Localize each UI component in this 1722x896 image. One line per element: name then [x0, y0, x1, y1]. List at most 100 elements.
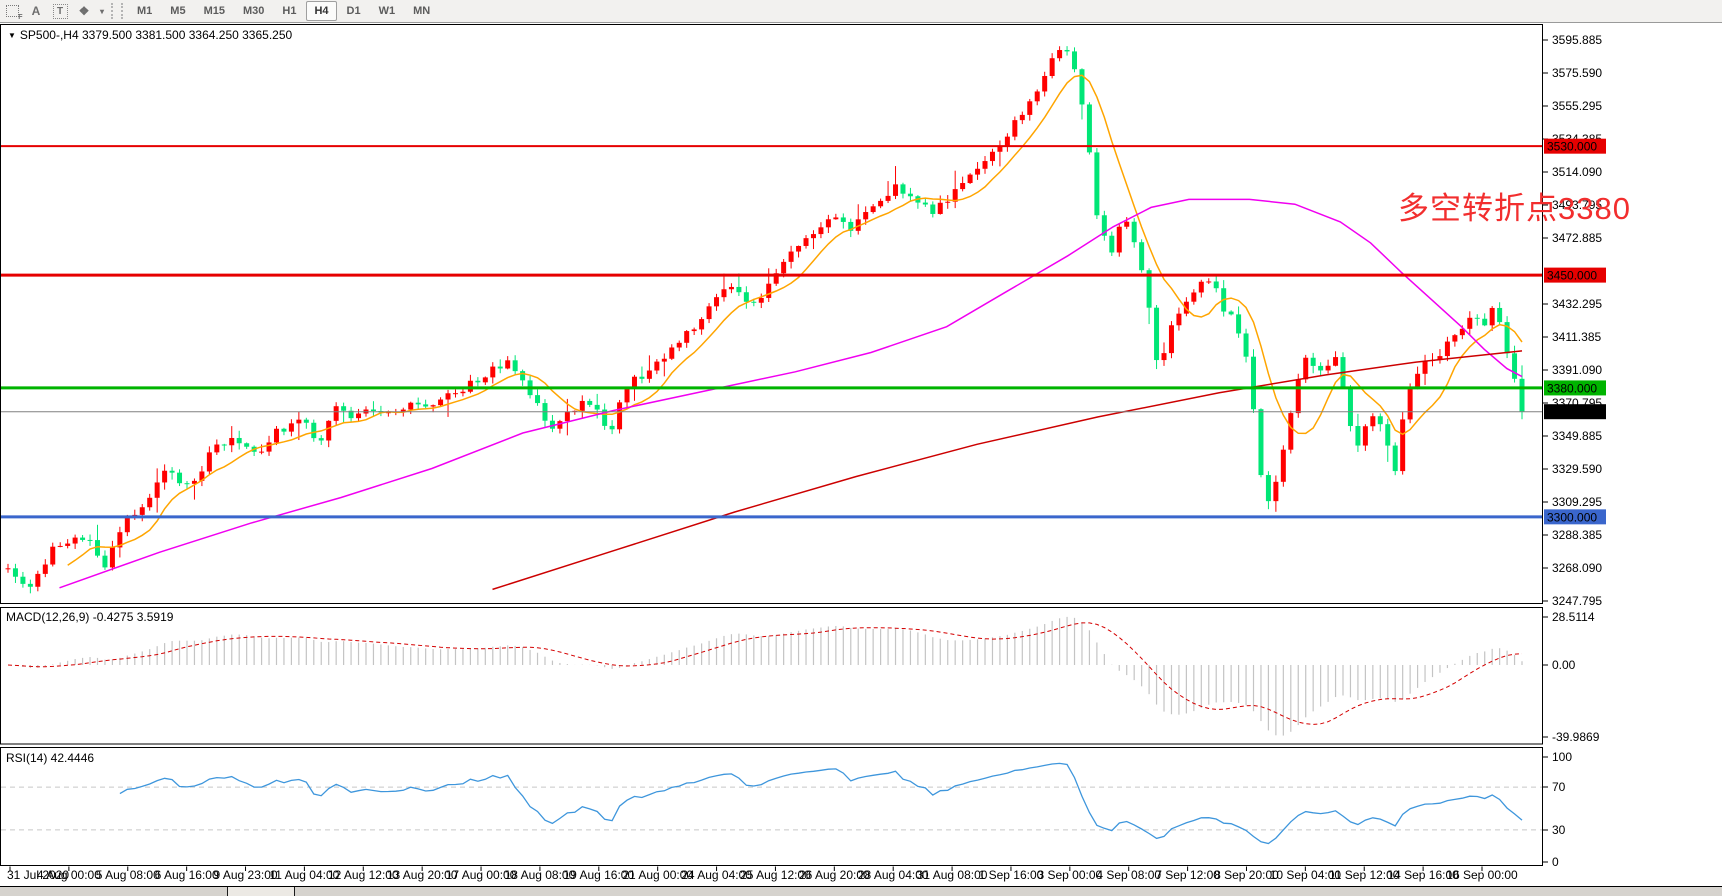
svg-text:18 Aug 08:00: 18 Aug 08:00: [505, 868, 576, 882]
main-panel-frame: [0, 24, 1543, 604]
svg-text:100: 100: [1552, 750, 1572, 764]
svg-text:30: 30: [1552, 823, 1566, 837]
timeframe-toolbar: M1 M5 M15 M30 H1 H4 D1 W1 MN: [128, 1, 439, 21]
price-badge-3450.000: 3450.000: [1544, 267, 1606, 283]
macd-indicator-label: MACD(12,26,9) -0.4275 3.5919: [6, 610, 174, 624]
svg-text:25 Aug 12:00: 25 Aug 12:00: [740, 868, 811, 882]
symbol-ohlc-header[interactable]: ▼ SP500-,H4 3379.500 3381.500 3364.250 33…: [8, 28, 292, 42]
svg-text:11 Aug 04:00: 11 Aug 04:00: [269, 868, 339, 882]
svg-text:3288.385: 3288.385: [1552, 528, 1602, 542]
svg-text:3595.885: 3595.885: [1552, 33, 1602, 47]
svg-text:9 Aug 23:00: 9 Aug 23:00: [213, 868, 277, 882]
price-axis: 3595.8853575.5903555.2953534.3853514.090…: [1542, 33, 1602, 869]
price-badge-3380.000: 3380.000: [1544, 380, 1606, 396]
svg-text:10 Sep 04:00: 10 Sep 04:00: [1270, 868, 1342, 882]
tool-icon-group: F A T ❖ ▾: [0, 2, 108, 21]
svg-text:3432.295: 3432.295: [1552, 297, 1602, 311]
chart-tabs-strip[interactable]: [0, 886, 1722, 896]
svg-text:3349.885: 3349.885: [1552, 429, 1602, 443]
macd-histogram: [14, 616, 1523, 736]
text-box-tool-icon[interactable]: T: [49, 2, 71, 21]
svg-text:8 Sep 20:00: 8 Sep 20:00: [1214, 868, 1279, 882]
svg-text:-39.9869: -39.9869: [1552, 730, 1600, 744]
svg-text:4 Aug 00:00: 4 Aug 00:00: [37, 868, 101, 882]
svg-text:3300.000: 3300.000: [1547, 510, 1597, 524]
svg-text:3247.795: 3247.795: [1552, 594, 1602, 608]
dotted-frame-icon[interactable]: F: [1, 2, 23, 21]
arrow-objects-icon[interactable]: ❖: [78, 4, 90, 18]
timeframe-button-m5[interactable]: M5: [170, 5, 186, 17]
svg-text:13 Aug 20:00: 13 Aug 20:00: [387, 868, 458, 882]
ohlc-values: 3379.500 3381.500 3364.250 3365.250: [81, 28, 293, 42]
svg-text:3391.090: 3391.090: [1552, 363, 1602, 377]
svg-text:16 Sep 00:00: 16 Sep 00:00: [1446, 868, 1518, 882]
ma-fast-line: [67, 74, 1523, 566]
svg-text:3365.250: 3365.250: [1547, 405, 1597, 419]
svg-text:3 Sep 00:00: 3 Sep 00:00: [1037, 868, 1102, 882]
ma-mid-line: [59, 198, 1523, 589]
timeframe-button-h4[interactable]: H4: [306, 1, 337, 21]
svg-text:3575.590: 3575.590: [1552, 66, 1602, 80]
rsi-panel-frame: [0, 747, 1543, 866]
svg-text:28.5114: 28.5114: [1552, 610, 1595, 624]
rsi-line: [119, 762, 1523, 845]
label-tool-icon[interactable]: A: [31, 4, 41, 18]
svg-text:7 Sep 12:00: 7 Sep 12:00: [1155, 868, 1220, 882]
svg-text:0: 0: [1552, 855, 1559, 869]
svg-text:26 Aug 20:00: 26 Aug 20:00: [799, 868, 870, 882]
svg-text:28 Aug 04:00: 28 Aug 04:00: [858, 868, 929, 882]
svg-text:3450.000: 3450.000: [1547, 269, 1597, 283]
svg-text:21 Aug 00:00: 21 Aug 00:00: [622, 868, 693, 882]
svg-text:11 Sep 12:00: 11 Sep 12:00: [1329, 868, 1400, 882]
timeframe-button-d1[interactable]: D1: [346, 5, 361, 17]
svg-text:3329.590: 3329.590: [1552, 462, 1602, 476]
tab-divider: [294, 887, 295, 896]
timeframe-button-w1[interactable]: W1: [378, 5, 396, 17]
svg-text:5 Aug 08:00: 5 Aug 08:00: [96, 868, 160, 882]
svg-text:3472.885: 3472.885: [1552, 231, 1602, 245]
svg-text:6 Aug 16:00: 6 Aug 16:00: [155, 868, 219, 882]
macd-signal-line: [7, 622, 1523, 725]
svg-text:1 Sep 16:00: 1 Sep 16:00: [979, 868, 1044, 882]
toolbar: F A T ❖ ▾ M1 M5 M15 M30 H1 H4 D1 W1 MN: [0, 0, 1722, 23]
price-badge-3300.000: 3300.000: [1544, 509, 1606, 525]
svg-text:3268.090: 3268.090: [1552, 561, 1602, 575]
timeframe-button-m1[interactable]: M1: [137, 5, 153, 17]
rsi-indicator-label: RSI(14) 42.4446: [6, 751, 95, 765]
macd-panel-frame: [0, 607, 1543, 745]
ma-slow-line: [492, 350, 1523, 591]
svg-text:14 Sep 16:00: 14 Sep 16:00: [1387, 868, 1459, 882]
svg-text:31 Jul 2020: 31 Jul 2020: [7, 868, 69, 882]
svg-text:4 Sep 08:00: 4 Sep 08:00: [1096, 868, 1161, 882]
svg-text:3411.385: 3411.385: [1552, 330, 1601, 344]
svg-text:3309.295: 3309.295: [1552, 495, 1602, 509]
svg-text:3555.295: 3555.295: [1552, 99, 1602, 113]
svg-text:3530.000: 3530.000: [1547, 140, 1597, 154]
symbol-name: SP500-,H4: [19, 28, 79, 42]
svg-text:3380.000: 3380.000: [1547, 381, 1597, 395]
timeframe-button-m15[interactable]: M15: [203, 5, 225, 17]
timeframe-button-m30[interactable]: M30: [242, 5, 265, 17]
svg-text:31 Aug 08:00: 31 Aug 08:00: [917, 868, 988, 882]
tab-divider: [227, 887, 228, 896]
svg-text:17 Aug 00:00: 17 Aug 00:00: [446, 868, 517, 882]
svg-text:19 Aug 16:00: 19 Aug 16:00: [563, 868, 634, 882]
dropdown-caret-icon[interactable]: ▾: [99, 6, 104, 16]
svg-text:12 Aug 12:00: 12 Aug 12:00: [328, 868, 399, 882]
chart-tab[interactable]: [228, 887, 294, 896]
svg-text:70: 70: [1552, 780, 1566, 794]
svg-text:24 Aug 04:00: 24 Aug 04:00: [681, 868, 752, 882]
timeframe-button-h1[interactable]: H1: [282, 5, 297, 17]
toolbar-grip[interactable]: [111, 3, 123, 19]
current-price-badge: 3365.250: [1544, 404, 1606, 420]
svg-text:3514.090: 3514.090: [1552, 165, 1602, 179]
price-badge-3530.000: 3530.000: [1544, 138, 1606, 154]
svg-text:3493.795: 3493.795: [1552, 198, 1602, 212]
timeframe-button-mn[interactable]: MN: [413, 5, 431, 17]
svg-text:0.00: 0.00: [1552, 658, 1576, 672]
collapse-triangle-icon[interactable]: ▼: [8, 31, 16, 40]
annotation-text[interactable]: 多空转折点3380: [1398, 191, 1631, 226]
